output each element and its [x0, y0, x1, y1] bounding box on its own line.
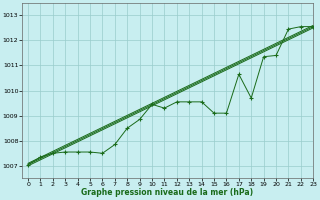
X-axis label: Graphe pression niveau de la mer (hPa): Graphe pression niveau de la mer (hPa)	[82, 188, 254, 197]
